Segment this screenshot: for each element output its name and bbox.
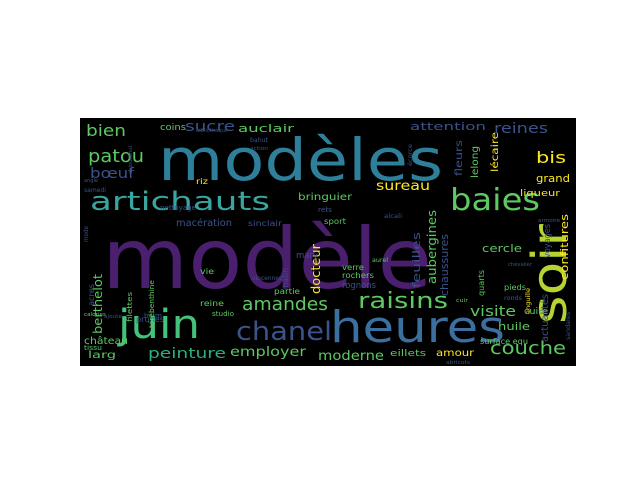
word-voyages: voyages [543, 224, 553, 258]
word-bien: bien [86, 121, 126, 140]
word-sucre: sucre [185, 119, 235, 135]
word-reine: reine [200, 299, 224, 308]
word-action: action [250, 146, 268, 152]
word-prunes: prunes [136, 315, 164, 324]
word-chaussures: chaussures [438, 234, 451, 296]
word-rochers: rochers [342, 271, 374, 280]
word-lelong: lelong [470, 146, 481, 178]
word-chevalier: chevalier [508, 262, 533, 268]
cloud-background [80, 118, 576, 366]
word-amandes: amandes [242, 294, 328, 315]
word-feuilles: feuilles [410, 232, 423, 288]
word-ronds: ronds [504, 295, 522, 302]
word-couche: couche [490, 338, 566, 359]
word-soir: soir [522, 224, 576, 324]
word-ecorce: écorce [407, 144, 414, 166]
word-anguille: anguille [525, 288, 532, 314]
word-confitures: confitures [558, 214, 571, 280]
word-partie: partie [274, 287, 300, 296]
word-amour: amour [436, 348, 475, 359]
word-verre: verre [342, 263, 364, 272]
word-ajoute: ajoute [104, 314, 122, 320]
word-cercle: cercle [482, 242, 522, 255]
word-grand: grand [536, 172, 570, 185]
word-auclair: auclair [238, 122, 295, 135]
word-chanel: chanel [236, 317, 332, 347]
word-modele: modèle [102, 210, 432, 308]
word-cuire: cuire [524, 307, 548, 317]
word-artichauts: artichauts [90, 187, 270, 217]
word-sport: sport [324, 217, 346, 226]
word-maceration: macération [176, 217, 232, 229]
word-employer: employer [230, 345, 307, 360]
word-visite: visite [470, 304, 516, 320]
word-matin: matin [281, 268, 290, 290]
word-filettes: filettes [126, 292, 134, 322]
word-patou: patou [88, 146, 144, 167]
word-aurel: aurel [372, 257, 388, 264]
word-juin: juin [117, 302, 200, 348]
word-riz: riz [196, 177, 208, 186]
word-coins: coins [160, 123, 186, 133]
word-sinclair: sinclair [248, 219, 283, 228]
word-bringuier: bringuier [298, 192, 353, 203]
word-calories: calories [84, 312, 106, 318]
word-rets: rets [318, 206, 332, 214]
word-abricots: abricots [446, 360, 470, 366]
word-armoire: armoire [538, 218, 560, 224]
word-actualites: actualités [539, 294, 551, 342]
word-angle: angle [84, 178, 98, 184]
word-baies: baies [450, 183, 540, 218]
word-bibliotheque: bibliothèque [196, 127, 228, 134]
word-terebenthine: térébenthine [148, 280, 156, 328]
word-peinture: peinture [148, 346, 226, 362]
word-quarts: quarts [477, 270, 486, 296]
word-huile: huile [498, 320, 530, 333]
word-vie: vie [200, 267, 214, 276]
word-mode: mode [83, 226, 90, 242]
word-beim: beim [144, 312, 162, 320]
word-pieds: pieds [504, 283, 526, 292]
word-studio: studio [212, 310, 234, 318]
word-lecaire: lécaire [489, 132, 501, 172]
word-docteur: docteur [309, 244, 323, 294]
word-fleurs: fleurs [454, 140, 465, 176]
word-cloud-canvas: modèle modèles heures soir juin artichau… [80, 118, 576, 366]
word-mary: mary [296, 251, 319, 261]
word-eillets: eillets [390, 349, 426, 359]
word-alcali: alcali [384, 213, 402, 220]
word-sureau: sureau [376, 179, 430, 194]
word-reines: reines [494, 121, 548, 137]
word-heures: heures [330, 302, 505, 353]
word-aujourdhui: aujourdhui [128, 146, 134, 174]
word-nettoyage: nettoyage [160, 204, 196, 212]
word-modeles: modèles [158, 126, 443, 194]
word-samedi: samedi [84, 187, 106, 194]
word-cuir: cuir [456, 298, 469, 304]
word-bahut: bahut [250, 137, 269, 144]
word-vincennes: vincennes [252, 275, 282, 282]
word-larg: larg [88, 350, 116, 361]
word-boeuf: bœuf [90, 166, 135, 182]
word-attention: attention [410, 120, 486, 133]
word-raisins: raisins [358, 289, 448, 314]
word-bis: bis [536, 148, 566, 167]
word-rognons: rognons [342, 281, 376, 291]
word-cloud: modèle modèles heures soir juin artichau… [80, 118, 576, 366]
word-liqueur: liqueur [520, 189, 560, 199]
word-sandales: sandales [565, 312, 572, 340]
word-moderne: moderne [318, 349, 384, 364]
word-tissu: tissu [84, 344, 102, 352]
word-aubergines: aubergines [425, 210, 439, 284]
word-chateau: château [84, 335, 128, 347]
word-surface-equ: surface equ [480, 337, 528, 346]
word-berthelot: berthelot [91, 274, 105, 334]
word-acres: acres [87, 284, 96, 306]
